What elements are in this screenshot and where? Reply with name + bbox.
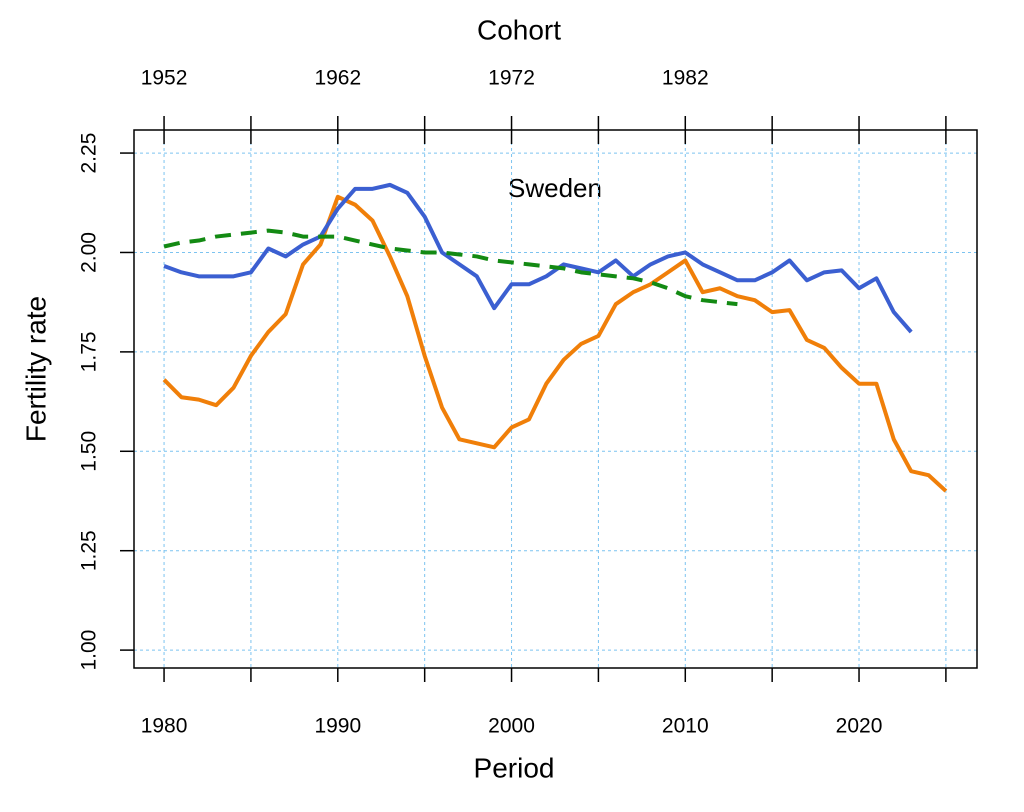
x-tick-label: 2000 — [488, 715, 535, 738]
top-tick-label: 1982 — [662, 67, 709, 90]
series-line — [163, 228, 738, 307]
y-axis-title: Fertility rate — [20, 296, 51, 442]
top-axis-title: Cohort — [477, 14, 561, 45]
x-tick-label: 2020 — [836, 715, 883, 738]
y-tick-label: 2.00 — [78, 232, 101, 273]
series-line — [163, 182, 913, 334]
top-tick-label: 1952 — [141, 67, 188, 90]
x-axis-title: Period — [474, 752, 555, 783]
series-line — [162, 194, 948, 493]
top-tick-label: 1962 — [314, 67, 361, 90]
annotation: Sweden — [508, 173, 602, 203]
top-tick-label: 1972 — [488, 67, 535, 90]
y-tick-label: 1.25 — [78, 530, 101, 571]
y-tick-label: 1.50 — [78, 431, 101, 472]
plot-frame — [133, 129, 978, 669]
x-tick-label: 1990 — [314, 715, 361, 738]
x-tick-label: 2010 — [662, 715, 709, 738]
x-tick-label: 1980 — [141, 715, 188, 738]
y-tick-label: 2.25 — [78, 133, 101, 174]
y-tick-label: 1.00 — [78, 630, 101, 671]
y-tick-label: 1.75 — [78, 331, 101, 372]
